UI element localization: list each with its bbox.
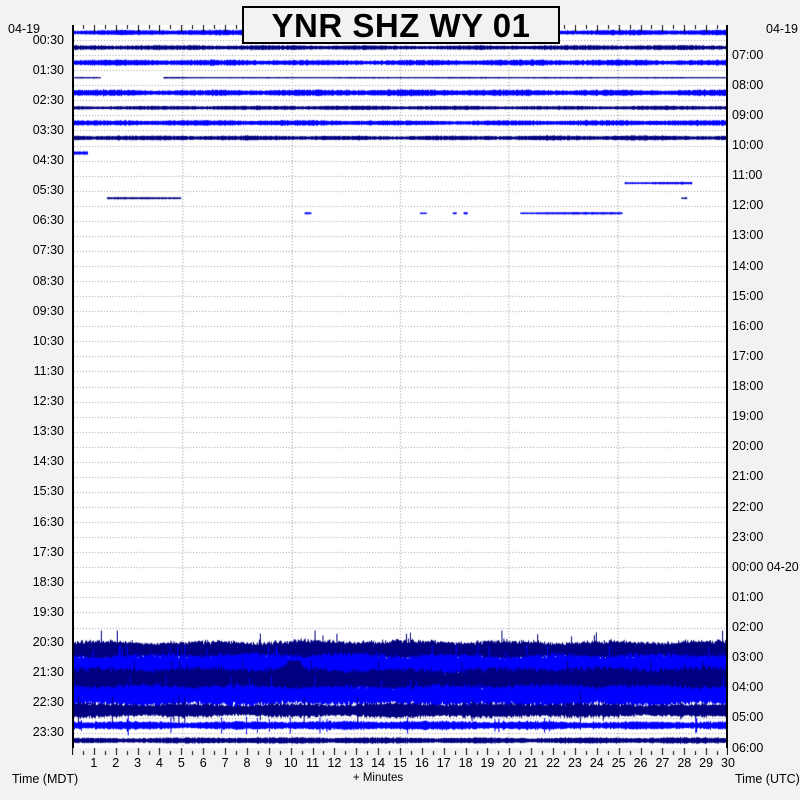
minute-tick-label: 22 <box>546 756 561 770</box>
left-tick-label: 13:30 <box>32 424 64 439</box>
minute-tick-label: 20 <box>502 756 517 770</box>
left-tick-label: 14:30 <box>32 454 64 469</box>
left-tick-label: 01:30 <box>32 62 64 77</box>
left-tick-label: 09:30 <box>32 303 64 318</box>
left-tick-label: 16:30 <box>32 514 64 529</box>
left-tick-label: 21:30 <box>32 665 64 680</box>
left-tick-label: 18:30 <box>32 574 64 589</box>
left-tick-label: 20:30 <box>32 635 64 650</box>
bottom-tick-strip <box>72 748 728 755</box>
right-tick-label: 05:00 <box>732 710 764 725</box>
minute-tick-label: 15 <box>393 756 407 770</box>
minute-tick-label: 30 <box>721 756 735 770</box>
axis-label-utc: Time (UTC) <box>735 772 800 786</box>
date-label-left: 04-19 <box>8 22 40 36</box>
left-tick-label: 07:30 <box>32 243 64 258</box>
minute-tick-label: 21 <box>524 756 539 770</box>
minute-tick-label: 18 <box>458 756 473 770</box>
minute-tick-label: 11 <box>306 756 320 770</box>
axis-label-minutes: + Minutes <box>352 772 404 784</box>
minute-tick-label: 3 <box>134 756 142 770</box>
minute-tick-label: 24 <box>589 756 604 770</box>
right-tick-label: 17:00 <box>732 348 764 363</box>
right-tick-label: 19:00 <box>732 409 764 424</box>
right-tick-label: 10:00 <box>732 138 764 152</box>
minute-tick-label: 19 <box>480 756 495 770</box>
minute-tick-label: 10 <box>283 756 298 770</box>
left-tick-label: 12:30 <box>32 394 64 409</box>
right-tick-label: 09:00 <box>732 107 764 122</box>
minute-tick-label: 2 <box>112 756 120 770</box>
minute-tick-label: 27 <box>655 756 670 770</box>
minute-tick-label: 4 <box>155 756 163 770</box>
left-tick-label: 22:30 <box>32 695 64 710</box>
left-tick-label: 00:30 <box>32 32 64 47</box>
minute-tick-label: 13 <box>349 756 364 770</box>
right-tick-label: 00:00 04-20 <box>732 559 799 574</box>
left-tick-label: 08:30 <box>32 273 64 288</box>
minute-axis: 1 2 3 4 5 6 7 8 9 10 11 12 13 14 15 16 17 18 19 20 21 22 23 24 2… <box>72 756 735 773</box>
right-tick-label: 20:00 <box>732 439 764 454</box>
left-tick-label: 10:30 <box>32 333 64 348</box>
right-tick-label: 23:00 <box>732 529 764 544</box>
minute-tick-label: 23 <box>567 756 582 770</box>
left-tick-label: 17:30 <box>32 544 64 559</box>
left-tick-label: 19:30 <box>32 604 64 619</box>
right-tick-label: 12:00 <box>732 198 764 213</box>
minute-tick-label: 7 <box>221 756 229 770</box>
minute-tick-label: 25 <box>611 756 626 770</box>
right-tick-label: 08:00 <box>732 77 764 92</box>
minute-tick-label: 6 <box>199 756 207 770</box>
right-tick-label: 13:00 <box>732 228 764 243</box>
left-tick-label: 03:30 <box>32 122 64 137</box>
minute-tick-label: 17 <box>436 756 451 770</box>
right-tick-label: 03:00 <box>732 650 764 665</box>
right-tick-label: 22:00 <box>732 499 764 514</box>
right-tick-label: 14:00 <box>732 258 764 273</box>
minute-tick-label: 5 <box>177 756 185 770</box>
right-tick-label: 06:00 <box>732 740 764 755</box>
right-tick-label: 21:00 <box>732 469 764 484</box>
axis-label-mdt: Time (MDT) <box>12 772 79 786</box>
right-tick-label: 11:00 <box>732 168 763 183</box>
minute-tick-label: 14 <box>371 756 386 770</box>
right-tick-label: 15:00 <box>732 288 764 303</box>
minute-tick-label: 8 <box>243 756 251 770</box>
left-tick-label: 06:30 <box>32 213 64 228</box>
page-title: YNR SHZ WY 01 <box>271 6 531 44</box>
minute-tick-label: 29 <box>699 756 714 770</box>
right-tick-label: 18:00 <box>732 379 764 393</box>
left-tick-label: 15:30 <box>32 484 64 499</box>
minute-tick-label: 26 <box>633 756 648 770</box>
helicorder-plot[interactable] <box>72 25 728 748</box>
minute-tick-label: 16 <box>414 756 429 770</box>
left-tick-label: 05:30 <box>32 183 64 198</box>
chart-title-box: YNR SHZ WY 01 <box>242 6 560 44</box>
minute-tick-label: 1 <box>90 756 98 770</box>
right-tick-label: 01:00 <box>732 589 764 604</box>
left-tick-label: 23:30 <box>32 725 64 740</box>
date-label-right: 04-19 <box>766 22 798 36</box>
seismic-traces <box>74 25 726 748</box>
right-tick-label: 04:00 <box>732 680 764 695</box>
right-tick-label: 16:00 <box>732 318 764 333</box>
minute-tick-label: 12 <box>327 756 342 770</box>
right-tick-label: 07:00 <box>732 47 764 62</box>
left-tick-label: 04:30 <box>32 153 64 168</box>
left-tick-label: 02:30 <box>32 92 64 107</box>
left-tick-label: 11:30 <box>33 363 64 378</box>
right-tick-label: 02:00 <box>732 620 764 634</box>
minute-tick-label: 9 <box>265 756 273 770</box>
minute-tick-label: 28 <box>677 756 692 770</box>
